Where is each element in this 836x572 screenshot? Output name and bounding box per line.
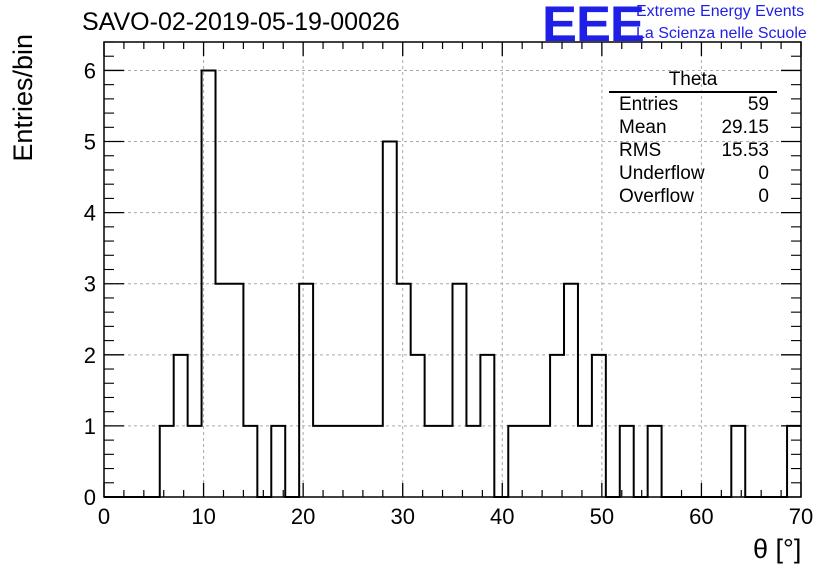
x-tick-label: 30 — [390, 504, 414, 529]
stats-row-mean: Mean 29.15 — [609, 116, 777, 139]
x-tick-label: 20 — [291, 504, 315, 529]
stats-value: 59 — [747, 94, 769, 115]
histogram-bin — [313, 426, 327, 497]
histogram-bin — [383, 142, 397, 497]
histogram-bin — [341, 426, 355, 497]
stats-row-overflow: Overflow 0 — [609, 185, 777, 208]
stats-label: Mean — [619, 117, 667, 138]
histogram-bin — [369, 426, 383, 497]
histogram-bin — [216, 284, 230, 497]
x-tick-label: 60 — [689, 504, 713, 529]
histogram-bin — [564, 284, 578, 497]
stats-value: 0 — [758, 163, 769, 184]
eee-logo: EEE — [542, 0, 645, 52]
tick-labels: 0 10 20 30 40 50 60 70 0 1 2 3 4 5 6 — [84, 58, 813, 529]
stats-label: Overflow — [619, 186, 694, 207]
histogram-outline — [104, 69, 801, 498]
stats-label: RMS — [619, 140, 662, 161]
y-tick-label: 3 — [84, 272, 96, 297]
logo-subtitle-2: La Scienza nelle Scuole — [636, 25, 807, 42]
x-tick-label: 10 — [191, 504, 215, 529]
histogram-bin — [160, 426, 174, 497]
histogram-bin — [439, 426, 453, 497]
y-tick-label: 4 — [84, 201, 96, 226]
x-tick-label: 70 — [789, 504, 813, 529]
histogram-bin — [508, 426, 522, 497]
histogram-bin — [425, 426, 439, 497]
histogram-bin — [397, 284, 411, 497]
histogram-bin — [578, 426, 592, 497]
plot-frame — [103, 41, 802, 498]
histogram-bin — [229, 284, 243, 497]
y-tick-label: 5 — [84, 130, 96, 155]
histogram-bin — [787, 426, 801, 497]
histogram-bars — [104, 69, 801, 498]
logo-subtitle-1: Extreme Energy Events — [636, 3, 805, 20]
histogram-bin — [731, 426, 745, 497]
histogram-bin — [453, 284, 467, 497]
stats-title: Theta — [609, 69, 777, 93]
y-tick-label: 6 — [84, 58, 96, 83]
y-tick-label: 1 — [84, 414, 96, 439]
stats-value: 15.53 — [721, 140, 769, 161]
stats-value: 0 — [758, 186, 769, 207]
y-axis-label: Entries/bin — [8, 34, 38, 162]
histogram-bin — [522, 426, 536, 497]
histogram-bin — [243, 426, 257, 497]
histogram-bin — [271, 426, 285, 497]
stats-label: Entries — [619, 94, 679, 115]
x-tick-label: 40 — [490, 504, 514, 529]
histogram-bin — [466, 426, 480, 497]
chart-title: SAVO-02-2019-05-19-00026 — [82, 8, 400, 36]
x-tick-label: 0 — [98, 504, 110, 529]
x-tick-label: 50 — [590, 504, 614, 529]
y-tick-label: 0 — [84, 485, 96, 510]
stats-value: 29.15 — [721, 117, 769, 138]
stats-box: Theta Entries 59 Mean 29.15 RMS 15.53 Un… — [609, 69, 777, 208]
histogram-bin — [174, 355, 188, 497]
histogram-bin — [299, 284, 313, 497]
histogram-bin — [355, 426, 369, 497]
stats-row-entries: Entries 59 — [609, 93, 777, 116]
histogram-bin — [188, 426, 202, 497]
histogram-bin — [327, 426, 341, 497]
histogram-bin — [536, 426, 550, 497]
histogram-bin — [620, 426, 634, 497]
stats-row-rms: RMS 15.53 — [609, 139, 777, 162]
stats-row-underflow: Underflow 0 — [609, 162, 777, 185]
x-axis-label: θ [°] — [753, 534, 802, 564]
stats-label: Underflow — [619, 163, 705, 184]
y-tick-label: 2 — [84, 343, 96, 368]
histogram-bin — [648, 426, 662, 497]
